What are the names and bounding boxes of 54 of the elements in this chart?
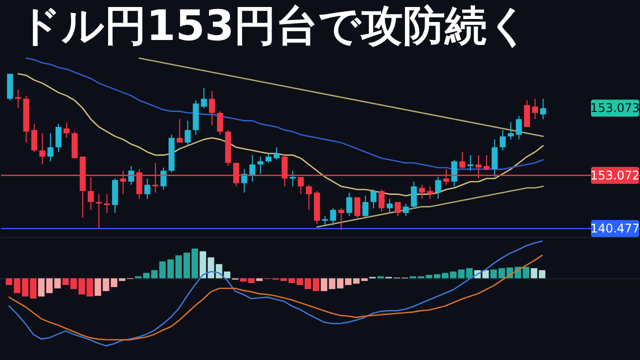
candlestick (217, 110, 224, 136)
candlestick (435, 176, 442, 200)
candlestick (39, 132, 46, 165)
candlestick (451, 159, 458, 187)
candlestick (144, 178, 150, 200)
candlestick (208, 90, 215, 126)
candlestick (410, 181, 417, 209)
candlestick (306, 184, 312, 210)
candlestick (427, 186, 434, 200)
candlestick (330, 208, 336, 226)
candlestick (160, 167, 166, 190)
candlestick (290, 170, 296, 187)
chart-title: ドル円153円台で攻防続く (18, 1, 530, 50)
candlestick (354, 196, 360, 218)
candlestick (459, 151, 466, 170)
candlestick (516, 116, 522, 140)
candlestick (378, 188, 385, 212)
candlestick (346, 192, 352, 217)
candlestick (274, 146, 280, 160)
bar (54, 278, 61, 288)
candlestick (56, 123, 62, 152)
candlestick (322, 216, 328, 226)
candlestick (15, 88, 22, 109)
candlestick (362, 195, 368, 218)
annotation: 140.477 (590, 222, 640, 236)
candlestick (540, 98, 546, 120)
candlestick (64, 122, 70, 138)
annotation: 153.072 (590, 168, 640, 182)
candlestick (31, 123, 38, 152)
candlestick (524, 100, 530, 128)
candlestick (484, 154, 490, 172)
candlestick (508, 122, 514, 140)
candlestick (492, 138, 498, 178)
candlestick (370, 188, 376, 209)
bar (256, 278, 263, 281)
candlestick (386, 198, 393, 214)
candlestick (418, 184, 425, 200)
candlestick (532, 98, 538, 120)
candlestick (128, 166, 134, 186)
candlestick (104, 194, 110, 214)
candlestick (184, 120, 191, 146)
candlestick (402, 203, 409, 217)
candlestick (266, 153, 272, 164)
candlestick (257, 156, 264, 174)
text: 153.073 (590, 101, 640, 116)
candlestick (500, 130, 506, 151)
candlestick (338, 208, 344, 231)
candlestick (249, 154, 256, 182)
candlestick (47, 132, 54, 162)
candlestick (176, 118, 183, 144)
candlestick (200, 87, 207, 109)
candlestick (394, 201, 401, 217)
candlestick (96, 194, 102, 230)
candlestick (467, 154, 474, 172)
